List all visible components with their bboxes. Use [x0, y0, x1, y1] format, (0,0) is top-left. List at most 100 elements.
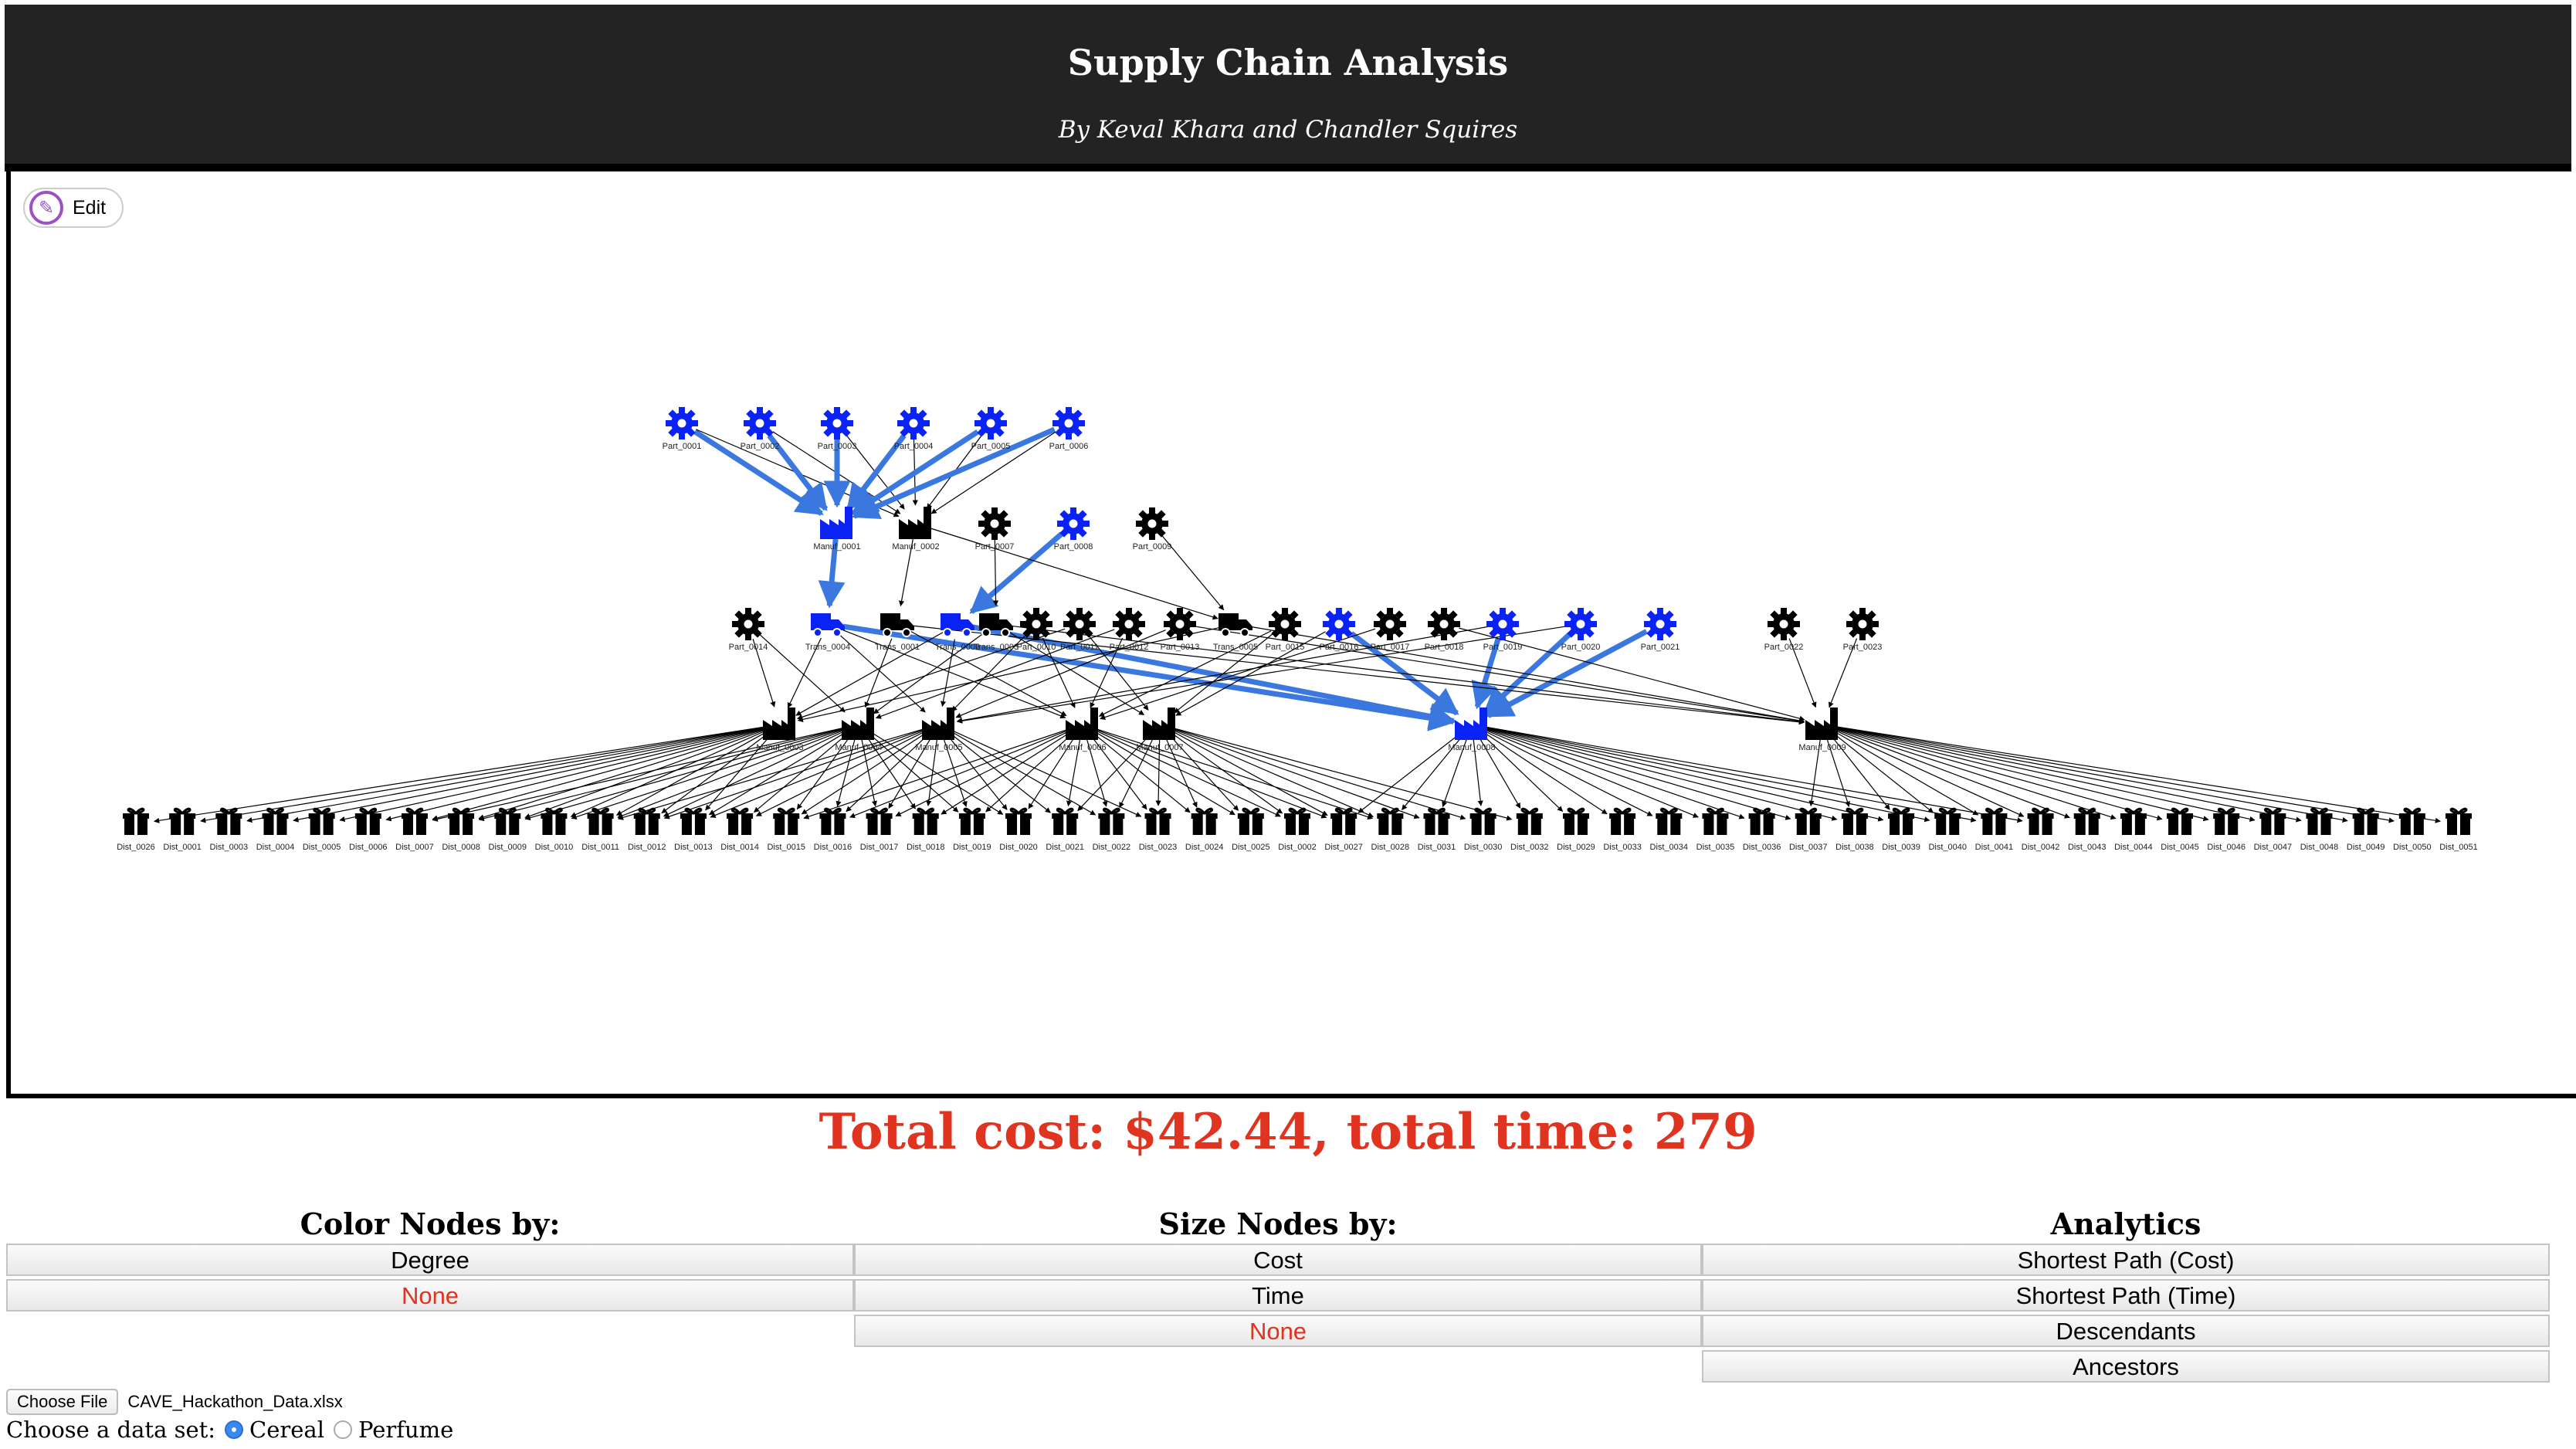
part-0023-label: Part_0023	[1843, 643, 1883, 652]
graph-edge	[1077, 735, 1150, 812]
graph-edge	[571, 728, 845, 820]
color-by-degree-button[interactable]: Degree	[6, 1244, 854, 1276]
shortest-path-time-button[interactable]: Shortest Path (Time)	[1702, 1279, 2550, 1312]
trans-0003-label: Trans_0003	[974, 643, 1019, 652]
part-0013-gear-icon	[1164, 608, 1196, 640]
dist-0019-label: Dist_0019	[953, 843, 991, 852]
graph-edge	[1089, 636, 1149, 711]
perfume-label[interactable]: Perfume	[358, 1417, 454, 1443]
dist-0051-label: Dist_0051	[2439, 843, 2478, 852]
graph-edge	[1066, 739, 1081, 807]
dist-0001-label: Dist_0001	[163, 843, 202, 852]
trans-0001-label: Trans_0001	[875, 643, 920, 652]
part-0009-gear-icon	[1136, 507, 1168, 540]
dist-0019-gift-icon	[958, 807, 985, 835]
dist-0043-gift-icon	[2073, 807, 2100, 835]
graph-edge	[1837, 727, 2256, 822]
part-0015-gear-icon	[1269, 608, 1301, 640]
graph-edge	[1028, 737, 1075, 809]
descendants-button[interactable]: Descendants	[1702, 1315, 2550, 1347]
dist-0027-label: Dist_0027	[1324, 843, 1363, 852]
graph-nodes: Part_0001 Part_0002 Part_0003 Part_0004 Part…	[117, 407, 2478, 852]
edit-button[interactable]: ✎ Edit	[23, 188, 124, 228]
trans-0005-label: Trans_0005	[1213, 643, 1258, 652]
dist-0029-gift-icon	[1562, 807, 1589, 835]
dist-0012-label: Dist_0012	[628, 843, 666, 852]
dist-0028-gift-icon	[1377, 807, 1404, 835]
graph-edge	[1155, 739, 1161, 806]
size-by-cost-button[interactable]: Cost	[854, 1244, 1702, 1276]
graph-edge	[943, 738, 968, 807]
color-nodes-panel: Color Nodes by: Degree None	[6, 1205, 854, 1315]
dist-0045-label: Dist_0045	[2161, 843, 2199, 852]
graph-edge	[1171, 733, 1283, 814]
dataset-selector: Choose a data set: Cereal Perfume	[6, 1417, 453, 1443]
color-by-none-button[interactable]: None	[6, 1279, 854, 1312]
manuf-0001-factory-icon	[820, 507, 852, 539]
analytics-heading: Analytics	[2050, 1206, 2201, 1241]
highlighted-edge	[842, 623, 1456, 731]
dist-0048-label: Dist_0048	[2300, 843, 2339, 852]
dist-0039-gift-icon	[1888, 807, 1915, 835]
manuf-0005-label: Manuf_0005	[915, 743, 962, 752]
graph-edge	[796, 736, 850, 810]
dist-0013-label: Dist_0013	[674, 843, 713, 852]
dist-0017-gift-icon	[866, 807, 893, 835]
part-0016-gear-icon	[1323, 608, 1355, 640]
choose-file-button[interactable]: Choose File	[6, 1389, 119, 1415]
size-by-none-button[interactable]: None	[854, 1315, 1702, 1347]
graph-edge	[1096, 728, 1374, 820]
part-0004-label: Part_0004	[894, 442, 934, 451]
graph-edge	[985, 734, 1072, 813]
shortest-path-cost-button[interactable]: Shortest Path (Cost)	[1702, 1244, 2550, 1276]
dist-0038-label: Dist_0038	[1835, 843, 1874, 852]
part-0002-gear-icon	[744, 407, 776, 439]
graph-edge	[952, 730, 1142, 817]
highlighted-edge	[818, 538, 846, 609]
ancestors-button[interactable]: Ancestors	[1702, 1350, 2550, 1383]
dist-0042-label: Dist_0042	[2022, 843, 2060, 852]
size-nodes-heading: Size Nodes by:	[1158, 1206, 1398, 1241]
graph-edge	[708, 731, 846, 816]
graph-edge	[615, 731, 767, 816]
graph-edge	[1486, 728, 1838, 821]
part-0008-label: Part_0008	[1054, 542, 1093, 551]
part-0019-label: Part_0019	[1483, 643, 1523, 652]
graph-edges	[154, 426, 2442, 823]
graph-edge	[1442, 738, 1467, 808]
dist-0048-gift-icon	[2306, 807, 2333, 835]
dataset-label: Choose a data set:	[6, 1417, 216, 1443]
part-0008-gear-icon	[1057, 507, 1090, 540]
cereal-label[interactable]: Cereal	[249, 1417, 324, 1443]
graph-edge	[930, 431, 1056, 514]
part-0011-gear-icon	[1063, 608, 1096, 640]
dist-0031-label: Dist_0031	[1418, 843, 1456, 852]
dist-0040-gift-icon	[1934, 807, 1961, 835]
dist-0047-label: Dist_0047	[2254, 843, 2293, 852]
perfume-radio[interactable]	[334, 1420, 352, 1439]
highlighted-edge	[851, 426, 1056, 519]
manuf-0008-label: Manuf_0008	[1448, 743, 1495, 752]
dist-0043-label: Dist_0043	[2068, 843, 2107, 852]
part-0009-label: Part_0009	[1133, 542, 1172, 551]
part-0005-gear-icon	[974, 407, 1007, 439]
graph-edge	[1096, 730, 1281, 817]
dist-0035-label: Dist_0035	[1696, 843, 1735, 852]
manuf-0004-label: Manuf_0004	[835, 743, 882, 752]
trans-0003-truck-icon	[979, 613, 1013, 637]
cereal-radio[interactable]	[225, 1420, 244, 1439]
file-input-row: Choose File CAVE_Hackathon_Data.xlsx	[6, 1389, 343, 1415]
graph-edge	[1486, 728, 1745, 820]
graph-edge	[1459, 627, 1805, 721]
size-by-time-button[interactable]: Time	[854, 1279, 1702, 1312]
total-cost-summary: Total cost: $42.44, total time: 279	[819, 1103, 1757, 1161]
dist-0014-gift-icon	[727, 807, 754, 835]
supply-chain-graph[interactable]: Part_0001 Part_0002 Part_0003 Part_0004 Part…	[0, 0, 2576, 1097]
dist-0041-label: Dist_0041	[1975, 843, 2014, 852]
graph-edge	[385, 728, 765, 822]
dist-0032-gift-icon	[1516, 807, 1543, 835]
graph-edge	[1486, 727, 1930, 823]
graph-edge	[710, 729, 925, 818]
file-name: CAVE_Hackathon_Data.xlsx	[127, 1392, 343, 1411]
dist-0011-label: Dist_0011	[581, 843, 619, 852]
